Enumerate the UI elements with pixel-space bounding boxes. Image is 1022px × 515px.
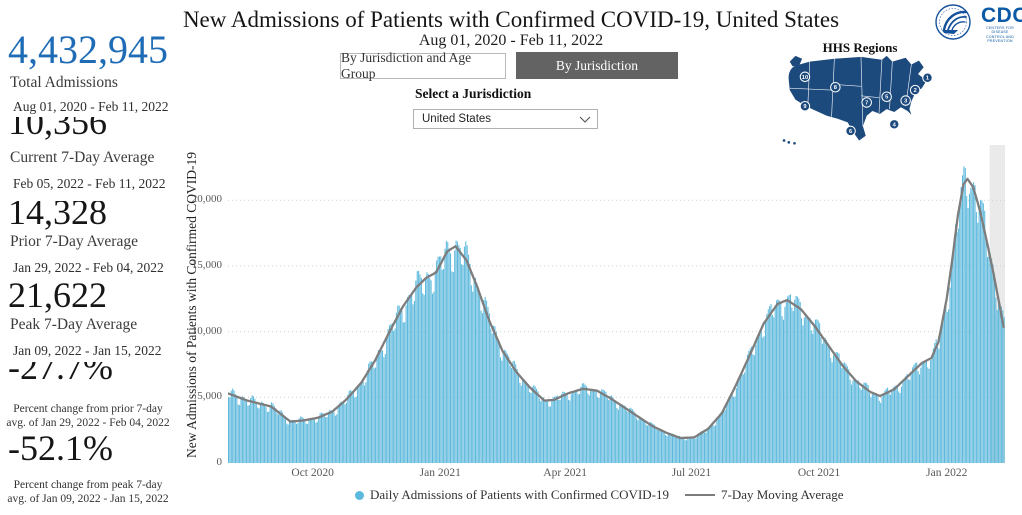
x-tick: Oct 2021	[797, 467, 841, 479]
current-7day-average-range: Feb 05, 2022 - Feb 11, 2022	[13, 176, 166, 191]
prior-7day-average-value: 14,328	[8, 201, 107, 230]
cdc-logo-subtext-1: CENTERS FOR DISEASE	[986, 25, 1014, 35]
x-tick: Apr 2021	[543, 467, 588, 479]
x-tick: Jan 2022	[926, 467, 968, 479]
y-tick: 15,000	[191, 258, 222, 271]
hhs-regions-title: HHS Regions	[822, 40, 898, 55]
peak-7day-average-range: Jan 09, 2022 - Jan 15, 2022	[13, 343, 162, 358]
cdc-logo-subtext-2: CONTROL AND PREVENTION	[985, 34, 1015, 43]
jurisdiction-select-value: United States	[422, 113, 492, 125]
percent-change-prior-value: -27.7%	[8, 362, 113, 387]
svg-text:1: 1	[926, 76, 929, 82]
prior-7day-average-label: Prior 7-Day Average	[10, 233, 138, 250]
total-admissions-range: Aug 01, 2020 - Feb 11, 2022	[13, 99, 169, 114]
chart-legend: Daily Admissions of Patients with Confir…	[355, 487, 844, 503]
tab-by-jurisdiction-and-age-group[interactable]: By Jurisdiction and Age Group	[340, 50, 506, 81]
current-7day-average-value: 10,356	[8, 117, 107, 142]
tab-by-jurisdiction[interactable]: By Jurisdiction	[516, 52, 678, 79]
total-admissions-value: 4,432,945	[8, 27, 168, 72]
y-tick: 0	[216, 456, 223, 468]
percent-change-peak-value: -52.1%	[8, 428, 113, 468]
current-7day-average-label: Current 7-Day Average	[10, 149, 155, 166]
x-tick: Jul 2021	[671, 467, 712, 479]
page-title: New Admissions of Patients with Confirme…	[182, 7, 840, 32]
chart-plot[interactable]	[228, 145, 1005, 463]
daily-admissions-dot-icon	[355, 490, 364, 500]
svg-text:3: 3	[904, 99, 907, 105]
svg-text:5: 5	[885, 95, 888, 101]
prior-7day-average-range: Jan 29, 2022 - Feb 04, 2022	[13, 260, 164, 275]
svg-text:10: 10	[802, 75, 808, 81]
hhs-seal-icon	[935, 4, 971, 40]
hhs-regions-map: 1 2 3 4 5 6 7 8 9 10	[782, 55, 933, 145]
svg-text:7: 7	[865, 100, 868, 106]
svg-text:2: 2	[914, 88, 917, 94]
svg-text:4: 4	[893, 122, 897, 128]
peak-7day-average-value: 21,622	[8, 275, 107, 315]
tab-by-jurisdiction-label: By Jurisdiction	[555, 57, 639, 73]
x-tick: Oct 2020	[291, 467, 334, 479]
tab-by-jurisdiction-and-age-group-label: By Jurisdiction and Age Group	[341, 50, 472, 81]
page-subtitle: Aug 01, 2020 - Feb 11, 2022	[418, 32, 604, 49]
svg-text:9: 9	[803, 104, 806, 110]
cdc-logo-text: CDC	[981, 4, 1022, 27]
y-tick: 20,000	[191, 193, 222, 206]
moving-average-line-icon	[685, 494, 715, 496]
x-tick: Jan 2021	[419, 467, 461, 479]
y-tick: 10,000	[191, 324, 222, 337]
percent-change-prior-label: Percent change from prior 7-day avg. of …	[6, 403, 170, 430]
percent-change-peak-label: Percent change from peak 7-day avg. of J…	[7, 479, 169, 506]
jurisdiction-select[interactable]: United States	[413, 109, 598, 129]
total-admissions-label: Total Admissions	[10, 74, 118, 91]
legend-daily-admissions-label: Daily Admissions of Patients with Confir…	[370, 487, 669, 502]
chevron-down-icon	[579, 116, 591, 123]
y-tick: 5,000	[197, 390, 222, 403]
svg-text:6: 6	[849, 129, 852, 135]
peak-7day-average-label: Peak 7-Day Average	[10, 316, 138, 333]
legend-moving-average-label: 7-Day Moving Average	[721, 487, 844, 502]
cdc-logo: CDC CENTERS FOR DISEASE CONTROL AND PREV…	[981, 4, 1022, 43]
svg-text:8: 8	[834, 85, 837, 91]
select-jurisdiction-label: Select a Jurisdiction	[415, 86, 532, 101]
